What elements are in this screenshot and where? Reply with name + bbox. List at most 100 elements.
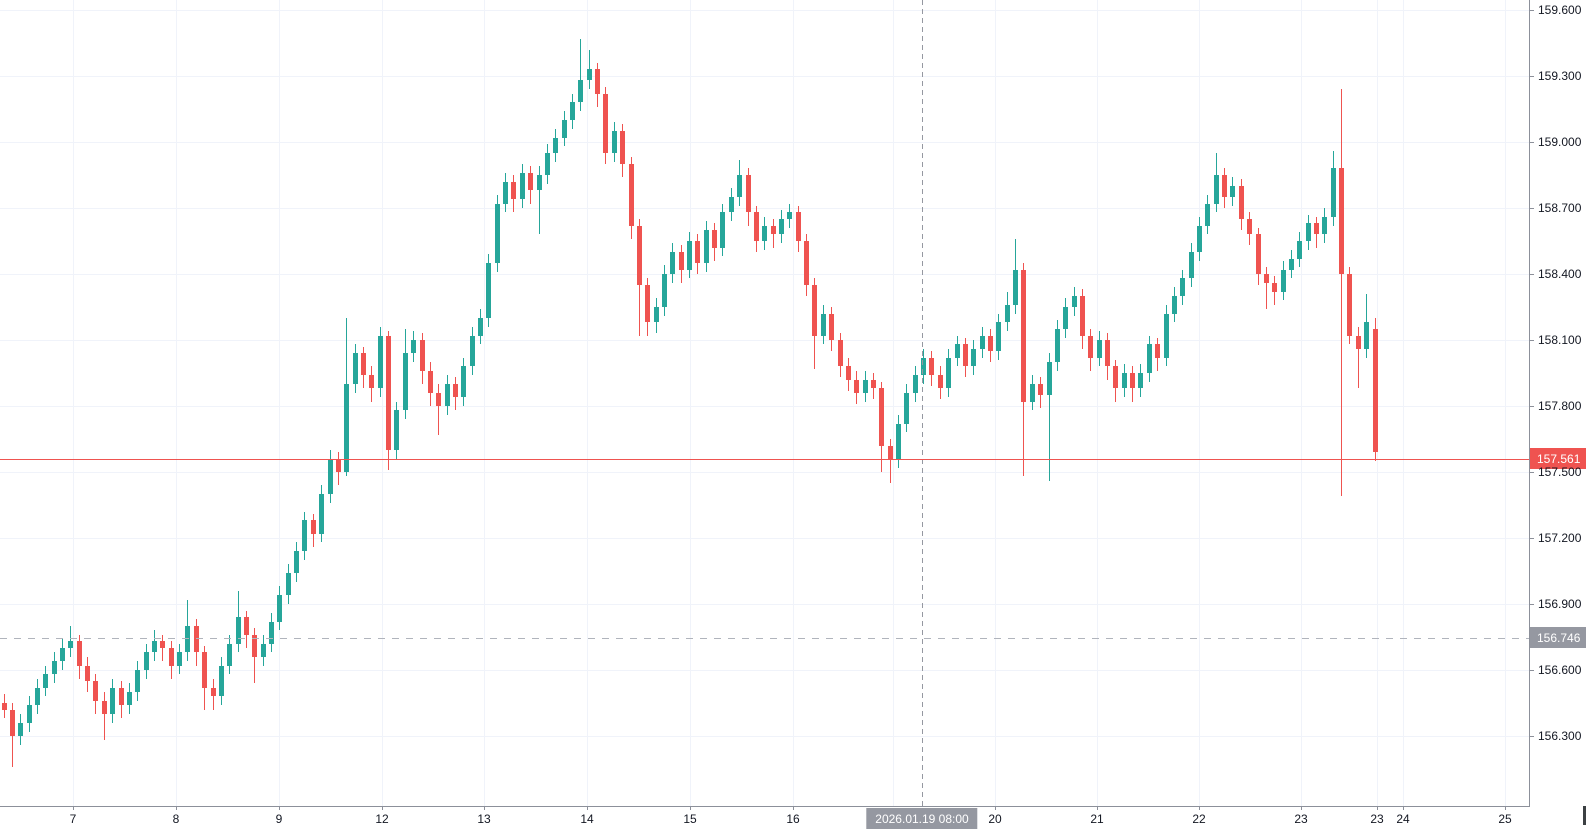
candle-body [603, 93, 609, 153]
price-tick-mark [1530, 274, 1534, 275]
time-tick-mark [1505, 806, 1506, 810]
candle-body [1180, 278, 1186, 296]
candle-body [628, 164, 634, 226]
candle-body [444, 384, 450, 406]
vertical-gridline [1403, 0, 1404, 806]
candle-body [1205, 203, 1211, 226]
horizontal-gridline [0, 604, 1529, 605]
candle-body [469, 335, 475, 367]
candle-body [394, 410, 400, 450]
candle-body [1297, 241, 1303, 259]
candle-wick [103, 692, 105, 741]
horizontal-gridline [0, 340, 1529, 341]
candle-body [68, 641, 74, 648]
time-tick-mark [1403, 806, 1404, 810]
crosshair-date-badge: 2026.01.19 08:00 [866, 808, 978, 829]
candle-body [511, 181, 517, 200]
candle-body [1330, 168, 1336, 217]
candle-body [327, 458, 333, 494]
price-tick-mark [1530, 208, 1534, 209]
candle-body [971, 348, 977, 367]
candle-body [1029, 384, 1035, 402]
price-axis[interactable]: 156.746 157.561 159.600 159.300 159.000 158… [1530, 0, 1586, 806]
candle-body [946, 357, 952, 389]
candle-body [202, 652, 208, 688]
candle-body [770, 225, 776, 235]
candle-body [402, 353, 408, 411]
price-tick-label: 159.300 [1538, 69, 1582, 83]
scrollbar-fragment [1583, 806, 1586, 825]
candle-body [929, 357, 935, 376]
candle-body [569, 102, 575, 120]
vertical-gridline [484, 0, 485, 806]
candle-body [18, 722, 24, 736]
candle-body [76, 641, 82, 666]
candle-body [937, 375, 943, 389]
candle-wick [1357, 326, 1359, 389]
candle-body [778, 219, 784, 235]
time-tick-label: 12 [375, 812, 389, 826]
candle-body [1163, 313, 1169, 358]
candle-wick [1341, 89, 1343, 497]
price-tick-mark [1530, 670, 1534, 671]
candle-body [185, 626, 191, 653]
candle-body [645, 285, 651, 323]
candle-body [620, 131, 626, 164]
candle-body [110, 687, 116, 714]
candle-body [737, 175, 743, 197]
candle-body [335, 458, 341, 472]
horizontal-gridline [0, 538, 1529, 539]
candle-body [1355, 335, 1361, 349]
time-tick-label: 9 [275, 812, 283, 826]
plot-area[interactable] [0, 0, 1529, 806]
vertical-gridline [1301, 0, 1302, 806]
time-tick-mark [1199, 806, 1200, 810]
candle-body [636, 225, 642, 285]
candle-body [1238, 186, 1244, 219]
candle-body [528, 172, 534, 191]
price-tick-label: 157.500 [1538, 465, 1582, 479]
candle-body [252, 634, 258, 657]
vertical-gridline [1199, 0, 1200, 806]
time-tick-label: 23 [1370, 812, 1384, 826]
candle-body [1096, 340, 1102, 358]
time-tick-mark [1301, 806, 1302, 810]
candle-body [452, 384, 458, 398]
candle-body [1071, 296, 1077, 307]
candle-wick [1265, 267, 1267, 310]
vertical-gridline [1505, 0, 1506, 806]
candle-body [829, 313, 835, 340]
candle-body [578, 80, 584, 103]
candle-body [921, 357, 927, 376]
candle-body [912, 375, 918, 393]
reference-price-badge: 156.746 [1530, 627, 1586, 649]
horizontal-gridline [0, 274, 1529, 275]
candle-body [820, 313, 826, 336]
candle-body [34, 687, 40, 706]
candle-wick [438, 384, 440, 435]
candle-body [870, 379, 876, 389]
price-tick-label: 156.900 [1538, 597, 1582, 611]
candle-body [1247, 219, 1253, 235]
candle-body [687, 241, 693, 270]
candle-body [352, 353, 358, 384]
candle-body [294, 551, 300, 574]
candle-body [243, 617, 249, 635]
candle-body [661, 274, 667, 307]
time-tick-mark [176, 806, 177, 810]
time-tick-label: 14 [580, 812, 594, 826]
vertical-gridline [279, 0, 280, 806]
candle-body [1196, 225, 1202, 252]
candle-body [544, 153, 550, 175]
time-tick-label: 13 [477, 812, 491, 826]
candle-body [285, 573, 291, 596]
candle-body [1063, 307, 1069, 329]
last-price-line[interactable] [0, 458, 1529, 460]
last-price-value: 157.561 [1537, 451, 1581, 466]
candle-body [1013, 269, 1019, 305]
candle-body [377, 335, 383, 389]
candle-body [670, 252, 676, 274]
time-axis[interactable]: 2026.01.19 08:00 7 8 9 12 13 14 15 16 20 21 22 23 23… [0, 806, 1530, 831]
overlay-lines [0, 0, 1529, 806]
candle-body [536, 175, 542, 191]
